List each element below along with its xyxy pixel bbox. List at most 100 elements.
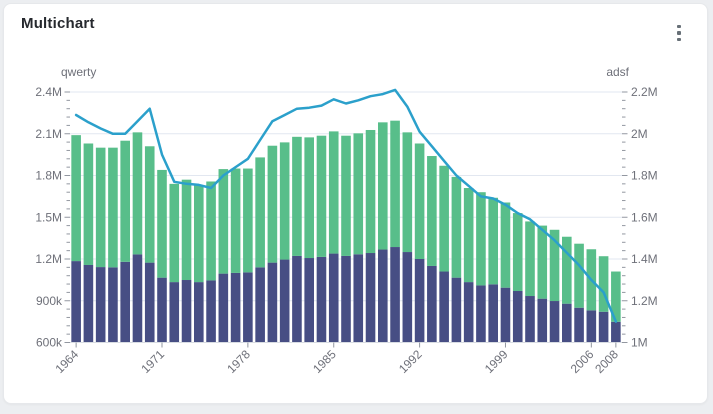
bar-segment-lower[interactable] [316,256,327,343]
bar-segment-upper[interactable] [439,165,449,272]
bar-segment-upper[interactable] [512,213,523,292]
bar-segment-upper[interactable] [414,143,425,259]
bar-series-layer[interactable] [71,120,621,343]
bar-segment-lower[interactable] [279,259,290,343]
bar-segment-upper[interactable] [157,169,167,278]
bar-segment-lower[interactable] [476,285,486,343]
bar-segment-upper[interactable] [476,192,486,286]
bar-segment-lower[interactable] [230,272,241,343]
bar-segment-upper[interactable] [451,176,462,278]
axis-tick-label: 2M [631,127,648,141]
bar-segment-upper[interactable] [230,168,241,273]
bar-segment-lower[interactable] [95,267,106,343]
bar-segment-upper[interactable] [304,137,314,259]
bar-segment-lower[interactable] [611,321,621,343]
bar-segment-upper[interactable] [341,135,351,256]
bar-segment-upper[interactable] [537,225,548,299]
bar-segment-upper[interactable] [562,236,572,304]
bar-segment-lower[interactable] [181,280,192,343]
bar-segment-lower[interactable] [218,273,229,343]
bar-segment-lower[interactable] [243,272,253,343]
bar-segment-upper[interactable] [365,129,376,254]
bar-segment-upper[interactable] [402,132,413,253]
bar-segment-upper[interactable] [549,229,560,302]
bar-segment-upper[interactable] [574,243,584,308]
bar-segment-lower[interactable] [108,267,118,343]
bar-segment-upper[interactable] [292,136,302,256]
bar-segment-lower[interactable] [169,282,180,343]
bar-segment-lower[interactable] [537,298,548,343]
bar-segment-lower[interactable] [427,265,437,343]
bar-segment-lower[interactable] [500,287,511,343]
bar-segment-lower[interactable] [267,262,278,343]
bar-segment-upper[interactable] [390,120,400,248]
bar-segment-lower[interactable] [463,282,474,343]
bar-segment-lower[interactable] [194,282,204,343]
bar-segment-lower[interactable] [304,258,314,343]
bar-segment-upper[interactable] [267,145,278,263]
bar-segment-lower[interactable] [414,259,425,343]
bar-segment-upper[interactable] [353,133,364,255]
bar-segment-lower[interactable] [206,280,216,343]
bar-segment-upper[interactable] [378,122,388,250]
bar-segment-upper[interactable] [71,135,81,262]
bar-segment-lower[interactable] [451,277,462,343]
bar-segment-lower[interactable] [598,311,609,343]
bar-segment-lower[interactable] [71,261,81,343]
bar-segment-lower[interactable] [255,267,265,343]
multichart-canvas[interactable]: 600k 900k 1.2M 1.5M 1.8M 2.1M 2.4M qwerty 1M 1.2M… [4,4,713,414]
bar-segment-upper[interactable] [218,169,229,274]
bar-segment-lower[interactable] [157,277,167,343]
bar-segment-upper[interactable] [132,132,143,255]
bar-segment-upper[interactable] [95,147,106,268]
bar-segment-upper[interactable] [108,147,118,268]
bar-segment-upper[interactable] [525,221,535,297]
bar-segment-lower[interactable] [144,262,155,343]
bar-segment-lower[interactable] [390,247,400,343]
bar-segment-lower[interactable] [488,284,498,343]
kebab-menu-icon[interactable] [671,21,687,45]
bar-segment-upper[interactable] [243,168,253,273]
bar-segment-upper[interactable] [316,135,327,257]
bar-segment-lower[interactable] [402,252,413,343]
bar-segment-upper[interactable] [120,140,130,262]
bar-segment-upper[interactable] [427,156,437,266]
bar-segment-upper[interactable] [181,179,192,281]
bar-segment-lower[interactable] [120,261,130,343]
bar-segment-upper[interactable] [488,197,498,285]
bar-segment-upper[interactable] [500,202,511,288]
bar-segment-lower[interactable] [378,249,388,343]
bar-segment-lower[interactable] [439,271,449,343]
bar-segment-lower[interactable] [328,253,339,343]
bar-segment-upper[interactable] [328,131,339,254]
x-axis-tick-label: 1971 [138,347,167,376]
bar-segment-upper[interactable] [255,157,265,268]
bar-segment-lower[interactable] [512,291,523,343]
line-series[interactable] [74,88,618,323]
bar-segment-upper[interactable] [611,271,621,322]
bar-segment-lower[interactable] [132,254,143,343]
bar-segment-upper[interactable] [169,183,180,283]
kebab-dot [677,31,681,35]
bar-segment-lower[interactable] [292,255,302,343]
bar-segment-lower[interactable] [365,253,376,343]
bar-segment-upper[interactable] [144,146,155,263]
bar-segment-lower[interactable] [353,254,364,343]
bar-segment-lower[interactable] [341,255,351,343]
bar-segment-upper[interactable] [206,181,216,281]
bar-segment-lower[interactable] [525,296,535,343]
bar-segment-upper[interactable] [598,256,609,312]
left-axis-name: qwerty [61,65,96,79]
bar-segment-lower[interactable] [562,303,572,343]
bar-segment-upper[interactable] [194,185,204,283]
bar-segment-upper[interactable] [83,143,94,265]
bar-segment-lower[interactable] [549,301,560,343]
page-title: Multichart [21,15,95,32]
bar-segment-upper[interactable] [463,188,474,283]
axis-tick-label: 2.4M [35,85,62,99]
x-axis-tick-label: 1978 [224,347,253,376]
bar-segment-upper[interactable] [279,142,290,260]
bar-segment-lower[interactable] [574,307,584,343]
bar-segment-lower[interactable] [586,310,597,343]
bar-segment-lower[interactable] [83,264,94,343]
